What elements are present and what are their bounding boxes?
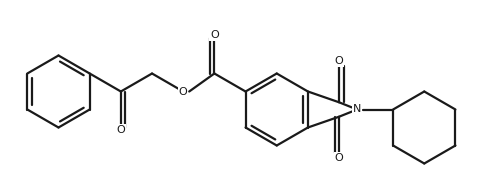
Text: O: O xyxy=(209,30,218,40)
Text: O: O xyxy=(334,153,343,163)
Text: O: O xyxy=(178,87,187,96)
Text: O: O xyxy=(334,56,343,66)
Text: N: N xyxy=(352,104,361,115)
Text: O: O xyxy=(116,125,125,135)
